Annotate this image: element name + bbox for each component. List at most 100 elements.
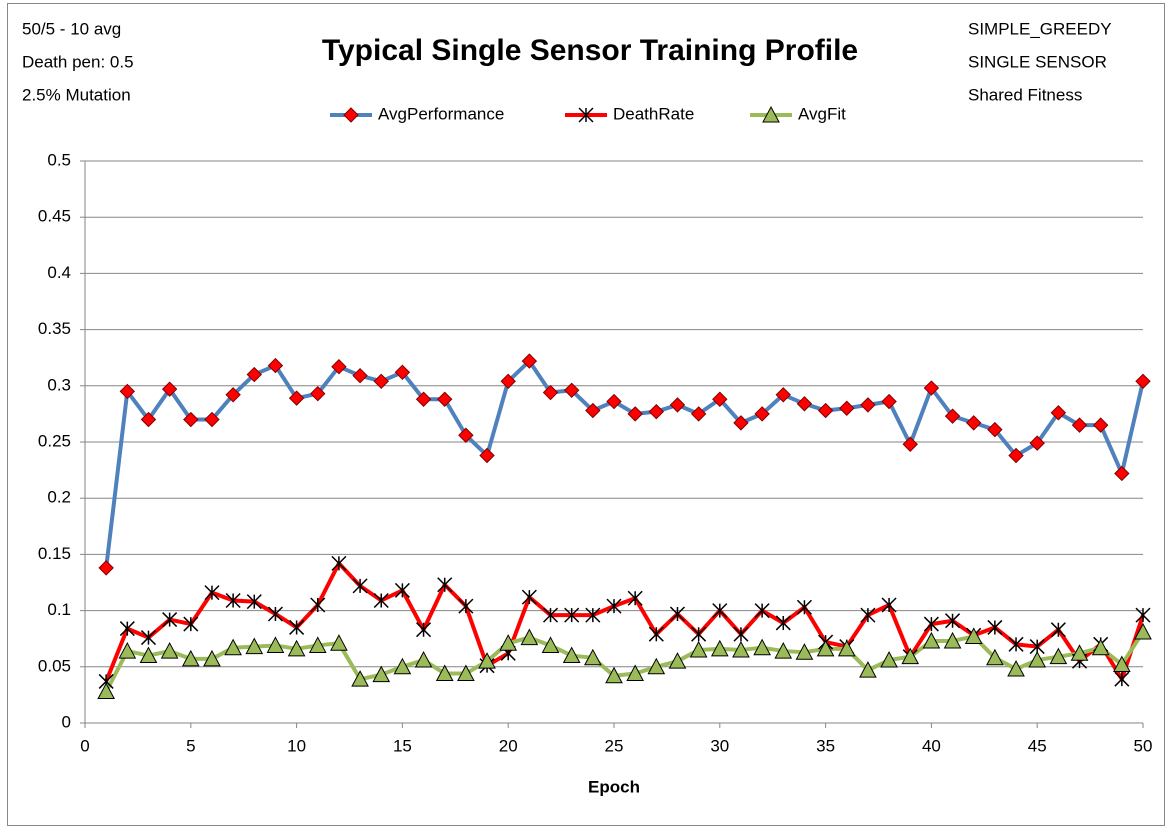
marker: [140, 411, 157, 428]
marker: [542, 607, 559, 623]
marker: [733, 626, 749, 642]
x-tick-label: 45: [1028, 736, 1047, 755]
marker: [119, 621, 135, 637]
marker: [732, 640, 750, 658]
marker: [499, 634, 518, 651]
marker: [712, 603, 728, 619]
marker: [1070, 644, 1089, 661]
marker: [605, 666, 623, 684]
marker: [330, 634, 348, 651]
marker: [478, 652, 496, 669]
marker: [289, 619, 305, 635]
marker: [97, 682, 115, 700]
annotation: SIMPLE_GREEDY: [968, 19, 1112, 38]
marker: [585, 607, 601, 623]
chart-border: [7, 3, 1165, 826]
marker: [1049, 647, 1068, 665]
series-line: [104, 561, 1145, 683]
marker: [310, 385, 326, 402]
marker: [162, 612, 178, 628]
marker: [437, 391, 453, 407]
marker: [225, 387, 241, 403]
marker: [795, 643, 814, 660]
marker: [479, 447, 495, 464]
marker: [98, 560, 114, 576]
marker: [183, 411, 199, 428]
marker: [1007, 659, 1025, 677]
marker: [373, 592, 389, 609]
marker: [140, 630, 157, 646]
marker: [626, 664, 644, 682]
marker: [267, 357, 284, 374]
marker: [224, 638, 242, 656]
marker: [541, 636, 560, 653]
x-tick-label: 15: [393, 736, 412, 755]
x-tick-label: 20: [499, 736, 518, 755]
marker: [267, 606, 283, 622]
marker: [647, 657, 666, 675]
marker: [352, 578, 368, 594]
marker: [1135, 607, 1151, 623]
marker: [416, 622, 432, 638]
marker: [563, 382, 580, 399]
marker: [1008, 447, 1024, 464]
y-tick-label: 0.2: [47, 488, 71, 507]
marker: [458, 427, 474, 443]
marker: [204, 585, 220, 601]
marker: [203, 649, 221, 667]
marker: [435, 664, 454, 682]
marker: [690, 406, 707, 422]
x-tick-label: 25: [605, 736, 624, 755]
marker: [923, 380, 940, 396]
marker: [139, 646, 158, 664]
marker: [542, 384, 559, 401]
marker: [308, 636, 327, 653]
marker: [331, 555, 347, 571]
marker: [816, 639, 835, 657]
marker: [964, 627, 983, 644]
marker: [881, 597, 897, 613]
marker: [837, 639, 856, 657]
annotation: 50/5 - 10 avg: [22, 19, 121, 38]
marker: [648, 403, 665, 420]
marker: [520, 628, 539, 646]
marker: [774, 642, 793, 659]
marker: [562, 646, 581, 664]
marker: [1050, 405, 1067, 421]
marker: [859, 661, 877, 678]
marker: [119, 383, 136, 400]
y-tick-label: 0.3: [47, 375, 71, 394]
annotation: Shared Fitness: [968, 85, 1082, 104]
marker: [945, 613, 961, 629]
marker: [393, 657, 412, 675]
marker: [648, 626, 664, 642]
marker: [1029, 435, 1045, 451]
y-tick-label: 0.05: [38, 656, 71, 675]
y-tick-label: 0.15: [38, 544, 71, 563]
marker: [246, 594, 262, 610]
marker: [204, 411, 220, 428]
marker: [352, 367, 368, 384]
marker: [287, 639, 306, 657]
marker: [181, 649, 200, 667]
marker: [881, 393, 897, 410]
marker: [860, 397, 876, 413]
y-tick-label: 0.35: [38, 319, 71, 338]
marker: [839, 400, 855, 416]
marker: [762, 105, 780, 123]
x-axis-label: Epoch: [588, 777, 640, 796]
marker: [1050, 622, 1066, 638]
marker: [457, 664, 475, 682]
marker: [669, 397, 686, 413]
marker: [668, 652, 687, 669]
marker: [606, 393, 622, 410]
marker: [775, 615, 791, 631]
marker: [331, 358, 347, 375]
marker: [578, 107, 594, 123]
marker: [246, 366, 262, 383]
marker: [627, 590, 643, 606]
marker: [288, 390, 305, 406]
marker: [796, 396, 813, 412]
marker: [1091, 638, 1110, 656]
